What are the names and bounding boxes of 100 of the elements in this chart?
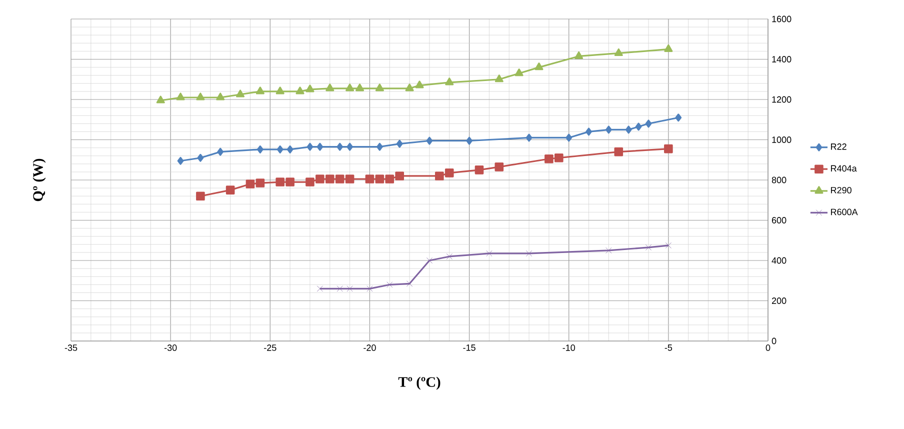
point — [444, 168, 454, 178]
point — [605, 126, 612, 134]
point — [664, 44, 673, 52]
point — [645, 244, 652, 250]
point — [566, 134, 572, 142]
point — [526, 250, 532, 256]
point — [474, 166, 484, 174]
point — [486, 250, 492, 256]
point — [346, 286, 353, 292]
point — [375, 84, 384, 92]
x-tick-label: -20 — [364, 344, 376, 351]
point — [306, 178, 314, 186]
point — [346, 142, 354, 151]
point — [376, 142, 383, 151]
y-tick-label: 800 — [772, 176, 786, 184]
point — [635, 122, 642, 131]
point — [286, 145, 294, 154]
point — [296, 86, 304, 94]
x-tick-label: -15 — [463, 344, 476, 351]
y-tick-label: 200 — [772, 298, 786, 304]
point — [276, 145, 284, 154]
point — [494, 162, 504, 172]
point — [326, 84, 334, 92]
point — [405, 84, 414, 92]
point — [526, 134, 532, 142]
y-tick-label: 1200 — [772, 96, 792, 103]
point — [494, 74, 504, 82]
point — [216, 92, 225, 100]
x-tick-label: -25 — [264, 344, 276, 351]
point — [415, 80, 424, 88]
point — [386, 282, 393, 288]
point — [336, 286, 343, 292]
point — [366, 286, 373, 292]
point — [286, 178, 294, 186]
point — [514, 68, 524, 76]
point — [534, 62, 544, 70]
point — [406, 280, 413, 287]
point — [625, 126, 632, 134]
point — [256, 86, 264, 94]
point — [396, 140, 403, 148]
point — [316, 286, 323, 292]
x-tick-label: -10 — [562, 344, 576, 351]
point — [345, 174, 354, 184]
point — [156, 96, 165, 104]
point — [645, 120, 652, 128]
point — [276, 178, 285, 186]
y-tick-label: 1000 — [772, 136, 792, 143]
point — [544, 154, 554, 164]
y-axis-title: Qº (W) — [32, 158, 46, 202]
point — [554, 153, 564, 162]
y-tick-label: 1600 — [772, 16, 792, 22]
point — [574, 51, 584, 60]
y-tick-label: 0 — [772, 338, 776, 344]
point — [226, 186, 235, 194]
point — [385, 174, 394, 184]
point — [426, 136, 433, 145]
point — [664, 144, 673, 154]
point — [196, 92, 205, 100]
point — [614, 48, 623, 56]
point — [675, 114, 682, 122]
y-tick-label: 600 — [772, 217, 786, 224]
legend-label: R22 — [831, 143, 846, 150]
x-tick-label: -5 — [664, 344, 672, 351]
point — [336, 142, 344, 151]
point — [306, 142, 314, 151]
point — [276, 86, 284, 94]
point — [316, 174, 324, 184]
point — [177, 156, 184, 165]
point — [335, 174, 344, 184]
point — [665, 242, 672, 248]
x-tick-label: 0 — [766, 344, 770, 351]
point — [196, 192, 205, 200]
point — [197, 154, 204, 162]
legend-label: R290 — [831, 186, 852, 194]
x-axis-title: Tº (ºC) — [398, 376, 440, 390]
point — [256, 145, 264, 154]
point — [614, 147, 624, 156]
point — [356, 84, 364, 92]
point — [435, 172, 444, 180]
point — [346, 84, 354, 92]
point — [365, 174, 374, 184]
point — [176, 92, 185, 100]
point — [325, 174, 334, 184]
point — [217, 148, 224, 156]
point — [395, 172, 404, 180]
point — [446, 253, 452, 260]
point — [236, 90, 245, 98]
point — [306, 84, 314, 92]
point — [246, 180, 255, 188]
y-tick-label: 400 — [772, 257, 786, 264]
point — [375, 174, 384, 184]
point — [316, 142, 324, 151]
point — [256, 178, 265, 188]
y-tick-label: 1400 — [772, 56, 792, 62]
point — [445, 78, 454, 86]
point — [466, 136, 472, 145]
point — [606, 247, 612, 254]
point — [426, 257, 432, 264]
legend-label: R404a — [831, 165, 857, 172]
legend-label: R600A — [831, 208, 858, 216]
